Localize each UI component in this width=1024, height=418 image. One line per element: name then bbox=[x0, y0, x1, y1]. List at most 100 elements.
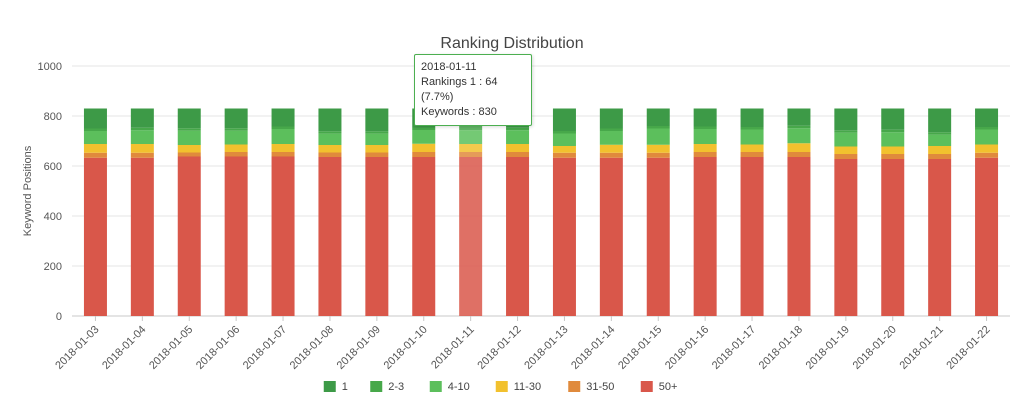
x-tick-label: 2018-01-16 bbox=[663, 324, 711, 372]
x-tick-label: 2018-01-15 bbox=[616, 324, 664, 372]
chart-title: Ranking Distribution bbox=[440, 35, 583, 52]
legend-swatch[interactable] bbox=[640, 381, 653, 392]
legend-label[interactable]: 4-10 bbox=[448, 381, 470, 393]
x-tick-label: 2018-01-18 bbox=[757, 324, 805, 372]
legend-swatch[interactable] bbox=[370, 381, 383, 392]
legend-swatch[interactable] bbox=[568, 381, 581, 392]
bar-segment bbox=[224, 130, 248, 145]
bar-segment bbox=[599, 108, 623, 129]
bar-segment bbox=[740, 144, 764, 152]
bar-segment bbox=[224, 128, 248, 131]
bar-segment bbox=[928, 154, 952, 159]
bar-segment bbox=[83, 152, 107, 158]
bar-segment bbox=[459, 152, 483, 157]
bar-segment bbox=[928, 132, 952, 135]
legend-label[interactable]: 2-3 bbox=[388, 381, 404, 393]
chart-tooltip: 2018-01-11 Rankings 1 : 64 (7.7%) Keywor… bbox=[414, 54, 532, 126]
bar-segment bbox=[83, 144, 107, 153]
legend-label[interactable]: 1 bbox=[342, 381, 348, 393]
bar-segment bbox=[928, 108, 952, 133]
legend-label[interactable]: 50+ bbox=[659, 381, 678, 393]
bar-segment bbox=[177, 130, 201, 145]
bar-segment bbox=[740, 108, 764, 127]
legend-label[interactable]: 31-50 bbox=[586, 381, 614, 393]
bar-segment bbox=[646, 126, 670, 129]
y-tick-label: 800 bbox=[44, 111, 62, 123]
bar-segment bbox=[506, 127, 530, 131]
x-tick-label: 2018-01-21 bbox=[897, 324, 945, 372]
x-tick-label: 2018-01-20 bbox=[851, 324, 899, 372]
x-tick-label: 2018-01-03 bbox=[53, 324, 101, 372]
grid-lines bbox=[72, 65, 1010, 317]
bar-segment bbox=[177, 108, 201, 129]
bar-segment bbox=[459, 124, 483, 131]
bar-segment bbox=[646, 157, 670, 316]
legend: 1 2-3 4-10 11-30 31-50 50+ bbox=[323, 381, 678, 393]
y-tick-label: 0 bbox=[56, 311, 62, 323]
tooltip-rankings: Rankings 1 : 64 (7.7%) bbox=[421, 76, 498, 103]
bars bbox=[83, 108, 999, 316]
tooltip-date: 2018-01-11 bbox=[421, 61, 477, 73]
bar-segment bbox=[83, 131, 107, 144]
bar-segment bbox=[881, 146, 905, 154]
bar-segment bbox=[552, 108, 576, 131]
bar-segment bbox=[881, 108, 905, 130]
bar-segment bbox=[928, 134, 952, 146]
bar-segment bbox=[787, 143, 811, 152]
bar-segment bbox=[552, 152, 576, 158]
bar-segment bbox=[130, 127, 154, 131]
bar-segment bbox=[693, 152, 717, 157]
x-tick-label: 2018-01-13 bbox=[522, 324, 570, 372]
bar-segment bbox=[459, 157, 483, 316]
bar-segment bbox=[834, 159, 858, 316]
bar-segment bbox=[271, 129, 295, 144]
bar-segment bbox=[130, 108, 154, 128]
bar-segment bbox=[740, 152, 764, 157]
legend-swatch[interactable] bbox=[495, 381, 508, 392]
legend-swatch[interactable] bbox=[323, 381, 336, 392]
bar-segment bbox=[646, 128, 670, 145]
bar-segment bbox=[787, 128, 811, 144]
x-tick-label: 2018-01-11 bbox=[429, 324, 477, 372]
bar-segment bbox=[130, 157, 154, 316]
bar-segment bbox=[975, 129, 999, 145]
x-tick-label: 2018-01-10 bbox=[382, 324, 430, 372]
x-tick-label: 2018-01-06 bbox=[194, 324, 242, 372]
bar-segment bbox=[693, 108, 717, 127]
bar-segment bbox=[365, 108, 389, 132]
bar-segment bbox=[412, 127, 436, 130]
bar-segment bbox=[224, 144, 248, 152]
bar-segment bbox=[646, 108, 670, 126]
bar-segment bbox=[271, 144, 295, 152]
bar-segment bbox=[130, 152, 154, 158]
bar-segment bbox=[412, 152, 436, 157]
bar-segment bbox=[552, 157, 576, 316]
bar-segment bbox=[506, 144, 530, 152]
bar-segment bbox=[693, 157, 717, 316]
bar-segment bbox=[834, 108, 858, 131]
bar-segment bbox=[365, 131, 389, 134]
x-tick-label: 2018-01-17 bbox=[710, 324, 758, 372]
bar-segment bbox=[693, 129, 717, 144]
legend-swatch[interactable] bbox=[429, 381, 442, 392]
bar-segment bbox=[881, 132, 905, 147]
bar-segment bbox=[834, 154, 858, 159]
bar-segment bbox=[318, 131, 342, 134]
legend-label[interactable]: 11-30 bbox=[514, 381, 541, 393]
bar-segment bbox=[975, 144, 999, 153]
x-tick-label: 2018-01-19 bbox=[804, 324, 852, 372]
bar-segment bbox=[130, 130, 154, 144]
bar-segment bbox=[177, 156, 201, 316]
bar-segment bbox=[271, 156, 295, 316]
bar-segment bbox=[552, 133, 576, 146]
x-axis-ticks: 2018-01-032018-01-042018-01-052018-01-06… bbox=[53, 316, 993, 372]
bar-segment bbox=[459, 144, 483, 152]
bar-segment bbox=[177, 128, 201, 131]
bar-segment bbox=[646, 152, 670, 158]
bar-segment bbox=[224, 156, 248, 316]
bar-segment bbox=[271, 152, 295, 157]
bar-segment bbox=[412, 157, 436, 316]
bar-segment bbox=[787, 108, 811, 126]
x-tick-label: 2018-01-08 bbox=[288, 324, 336, 372]
bar-segment bbox=[318, 152, 342, 157]
